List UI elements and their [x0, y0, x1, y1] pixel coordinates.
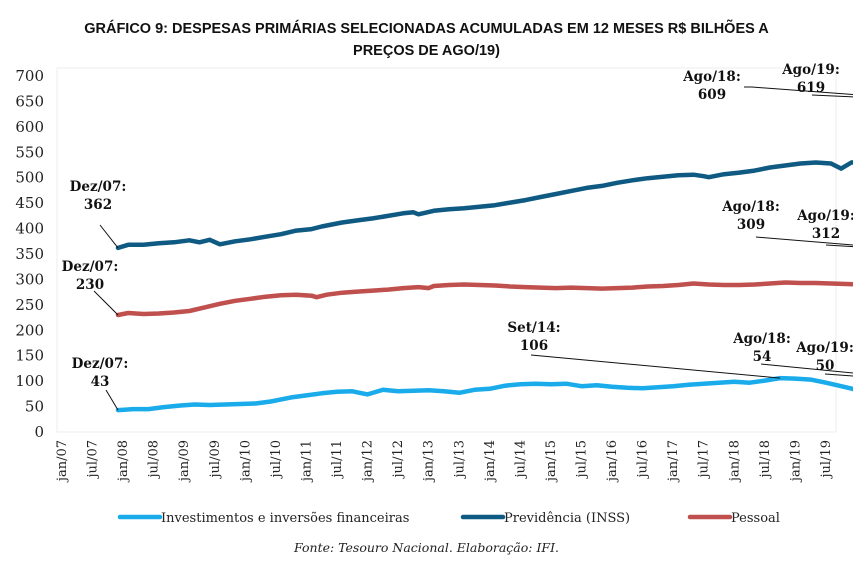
annotation-leader-line [825, 244, 853, 248]
x-tick-label: jul/17 [697, 440, 712, 479]
legend: Investimentos e inversões financeiras Pre… [117, 511, 780, 526]
x-tick-label: jul/08 [147, 440, 162, 479]
annotation-value: 312 [812, 226, 840, 242]
x-tick-label: jul/13 [452, 440, 467, 479]
series-line-investimentos-e-inversoes-financeiras [115, 375, 853, 413]
y-tick-label: 700 [15, 67, 44, 85]
annotation-label: Ago/18: [732, 331, 791, 347]
annotation-value: 619 [797, 80, 825, 96]
x-tick-label: jul/14 [513, 440, 528, 479]
x-tick-label: jul/07 [86, 440, 101, 479]
series-layer [115, 160, 853, 413]
x-tick-label: jul/16 [636, 440, 651, 479]
series-line-pessoal [115, 280, 853, 318]
y-tick-label: 350 [15, 245, 44, 263]
x-tick-label: jan/17 [666, 440, 681, 483]
annotation-leader-line [530, 354, 781, 379]
annotation-value: 54 [753, 349, 772, 365]
x-tick-label: jul/19 [819, 440, 834, 479]
legend-label: Investimentos e inversões financeiras [161, 511, 409, 526]
annotation-value: 230 [76, 277, 104, 293]
annotation-value: 309 [737, 217, 765, 233]
y-tick-label: 0 [34, 423, 44, 441]
annotation-label: Dez/07: [70, 179, 127, 195]
y-tick-label: 600 [15, 118, 44, 136]
legend-label: Previdência (INSS) [504, 511, 630, 526]
x-tick-label: jan/13 [422, 440, 437, 483]
annotation-label: Ago/19: [795, 340, 853, 356]
y-axis: 0 50 100 150 200 250 300 350 400 450 500 550 600 650 7… [15, 67, 44, 441]
x-tick-label: jul/12 [391, 440, 406, 479]
annotation-leader-line [811, 94, 853, 98]
annotation-layer: Dez/07: 362 Ago/18: 609 Ago/19: 619 Dez/07: 230… [62, 62, 853, 411]
annotation-value: 609 [698, 87, 726, 103]
annotation-leader-line [105, 389, 119, 411]
x-tick-label: jan/19 [788, 440, 803, 483]
chart-title-line-2: PREÇOS DE AGO/19) [353, 43, 500, 59]
y-tick-label: 450 [15, 194, 44, 212]
x-tick-label: jan/09 [177, 440, 192, 483]
annotation-leader-line [744, 86, 853, 96]
x-tick-label: jul/09 [208, 440, 223, 479]
annotation-label: Ago/19: [781, 62, 840, 78]
x-tick-label: jan/14 [483, 440, 498, 483]
annotation-leader-line [760, 363, 853, 374]
annotation-leader-line [755, 236, 853, 246]
y-tick-label: 200 [15, 321, 44, 339]
x-tick-label: jan/10 [238, 440, 253, 483]
x-tick-label: jul/15 [574, 440, 589, 479]
annotation-value: 362 [84, 197, 112, 213]
annotation-label: Ago/18: [682, 69, 741, 85]
source-note: Fonte: Tesouro Nacional. Elaboração: IFI… [294, 540, 559, 555]
annotation-value: 50 [816, 358, 835, 374]
annotation-label: Dez/07: [72, 356, 129, 372]
annotation-leader-line [99, 224, 119, 249]
chart-title-line-1: GRÁFICO 9: DESPESAS PRIMÁRIAS SELECIONAD… [84, 21, 769, 37]
y-tick-label: 650 [15, 92, 44, 110]
x-tick-label: jan/16 [605, 440, 620, 483]
y-tick-label: 250 [15, 296, 44, 314]
annotation-label: Dez/07: [62, 259, 119, 275]
x-tick-label: jan/18 [727, 440, 742, 483]
chart-title: GRÁFICO 9: DESPESAS PRIMÁRIAS SELECIONAD… [0, 18, 853, 62]
x-axis: jan/07 jul/07 jan/08 jul/08 jan/09 jul/09 jan/… [55, 440, 834, 483]
x-tick-label: jan/12 [361, 440, 376, 483]
x-tick-label: jul/18 [758, 440, 773, 479]
x-tick-label: jan/15 [544, 440, 559, 483]
y-tick-label: 400 [15, 220, 44, 238]
x-tick-label: jul/11 [330, 440, 345, 479]
annotation-leader-line [93, 290, 119, 316]
annotation-label: Set/14: [507, 320, 560, 336]
x-tick-label: jan/08 [116, 440, 131, 483]
y-tick-label: 50 [25, 398, 44, 416]
y-tick-label: 150 [15, 347, 44, 365]
x-tick-label: jan/11 [299, 440, 314, 483]
y-tick-label: 500 [15, 169, 44, 187]
series-line-previdencia-inss [115, 160, 853, 251]
y-tick-label: 100 [15, 372, 44, 390]
y-tick-label: 300 [15, 270, 44, 288]
plot-area [56, 67, 837, 433]
annotation-label: Ago/18: [721, 199, 780, 215]
annotation-value: 106 [520, 338, 548, 354]
x-tick-label: jul/10 [269, 440, 284, 479]
y-tick-label: 550 [15, 143, 44, 161]
x-tick-label: jan/07 [55, 440, 70, 483]
annotation-value: 43 [91, 374, 110, 390]
annotation-label: Ago/19: [796, 208, 853, 224]
legend-label: Pessoal [731, 511, 780, 526]
